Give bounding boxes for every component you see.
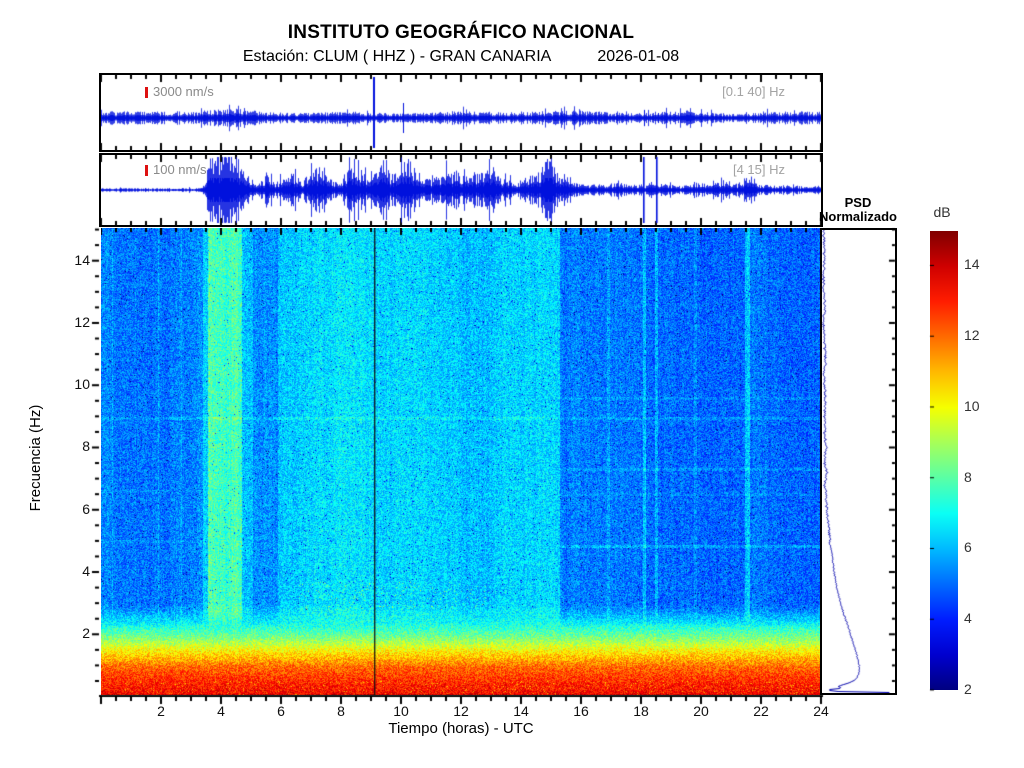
y-tick-label: 4	[82, 563, 90, 580]
spectrogram-canvas	[101, 228, 821, 695]
band-trace-canvas	[101, 155, 821, 225]
y-tick-label: 14	[74, 251, 90, 268]
station-label: Estación: CLUM ( HHZ ) - GRAN CANARIA	[242, 48, 552, 65]
colorbar-tick-label: 4	[964, 610, 972, 627]
x-tick-label: 16	[573, 703, 589, 719]
y-tick-label: 8	[82, 438, 90, 455]
y-tick-label: 2	[82, 625, 90, 642]
x-tick-label: 2	[157, 703, 165, 719]
psd-title-line1: PSD	[844, 195, 872, 210]
scale-label: 100 nm/s	[153, 162, 207, 177]
colorbar	[930, 231, 958, 690]
filter-band-label: [0.1 40] Hz	[722, 84, 785, 99]
y-axis-title: Frecuencia (Hz)	[27, 404, 44, 512]
x-tick-label: 8	[337, 703, 345, 719]
y-tick-label: 12	[74, 313, 90, 330]
psd-panel-title: PSD Normalizado	[808, 196, 908, 224]
colorbar-tick-label: 6	[964, 539, 972, 556]
x-tick-label: 4	[217, 703, 225, 719]
y-tick-label: 6	[82, 500, 90, 517]
colorbar-unit-label: dB	[933, 204, 951, 220]
page-title: INSTITUTO GEOGRÁFICO NACIONAL	[287, 22, 635, 43]
station-subtitle: Estación: CLUM ( HHZ ) - GRAN CANARIA 20…	[101, 48, 821, 66]
x-tick-label: 12	[453, 703, 469, 719]
x-axis-title: Tiempo (horas) - UTC	[388, 720, 534, 737]
colorbar-tick-label: 10	[964, 397, 980, 414]
y-tick-label: 10	[74, 376, 90, 393]
x-tick-label: 10	[393, 703, 409, 719]
colorbar-tick-label: 2	[964, 681, 972, 697]
x-tick-label: 18	[633, 703, 649, 719]
colorbar-tick-label: 14	[964, 256, 980, 273]
psd-title-line2: Normalizado	[818, 209, 897, 224]
psd-panel	[820, 228, 897, 695]
colorbar-tick-label: 8	[964, 468, 972, 485]
scale-label: 3000 nm/s	[153, 84, 214, 99]
scale-bar-red	[145, 165, 148, 176]
date-label: 2026-01-08	[597, 48, 680, 65]
colorbar-tick-label: 12	[964, 327, 980, 344]
x-tick-label: 14	[513, 703, 529, 719]
psd-curve-canvas	[822, 230, 895, 693]
x-tick-label: 22	[753, 703, 769, 719]
x-tick-label: 6	[277, 703, 285, 719]
filter-band-label: [4 15] Hz	[732, 162, 785, 177]
x-tick-label: 20	[693, 703, 709, 719]
waveform-panel-broadband: 3000 nm/s [0.1 40] Hz	[99, 73, 823, 152]
waveform-panel-4-15hz: 100 nm/s [4 15] Hz	[99, 153, 823, 227]
scale-bar-red	[145, 87, 148, 98]
x-tick-label: 24	[813, 703, 829, 719]
